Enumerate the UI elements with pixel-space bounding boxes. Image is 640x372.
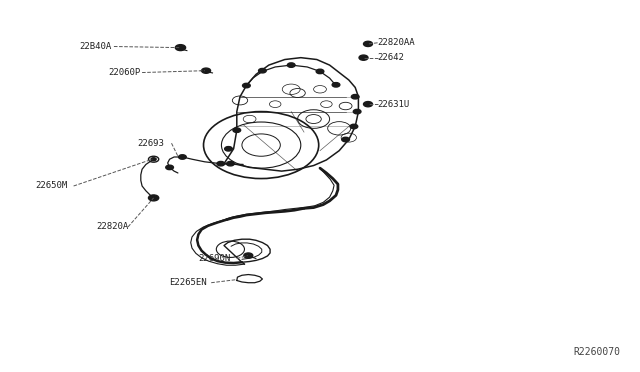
Circle shape xyxy=(350,124,358,129)
Circle shape xyxy=(179,155,186,159)
Text: 22693: 22693 xyxy=(138,139,164,148)
Circle shape xyxy=(342,137,349,142)
Text: 22650M: 22650M xyxy=(35,182,67,190)
Circle shape xyxy=(243,83,250,88)
Circle shape xyxy=(359,55,368,60)
Circle shape xyxy=(151,158,156,161)
Text: 22B40A: 22B40A xyxy=(80,42,112,51)
Circle shape xyxy=(225,147,232,151)
Circle shape xyxy=(332,83,340,87)
Circle shape xyxy=(227,161,234,166)
Circle shape xyxy=(259,68,266,73)
Text: E2265EN: E2265EN xyxy=(170,278,207,287)
Text: 22690N: 22690N xyxy=(198,254,230,263)
Circle shape xyxy=(202,68,211,73)
Circle shape xyxy=(364,102,372,107)
Text: 22820AA: 22820AA xyxy=(378,38,415,47)
Circle shape xyxy=(353,109,361,114)
Circle shape xyxy=(175,45,186,51)
Text: 22631U: 22631U xyxy=(378,100,410,109)
Text: 22060P: 22060P xyxy=(109,68,141,77)
Text: 22642: 22642 xyxy=(378,53,404,62)
Text: R2260070: R2260070 xyxy=(574,347,621,357)
Circle shape xyxy=(217,161,225,166)
Circle shape xyxy=(287,63,295,67)
Circle shape xyxy=(166,165,173,170)
Circle shape xyxy=(233,128,241,132)
Circle shape xyxy=(351,94,359,99)
Text: 22820A: 22820A xyxy=(96,222,128,231)
Circle shape xyxy=(316,69,324,74)
Circle shape xyxy=(148,195,159,201)
Circle shape xyxy=(244,253,253,258)
Circle shape xyxy=(364,41,372,46)
